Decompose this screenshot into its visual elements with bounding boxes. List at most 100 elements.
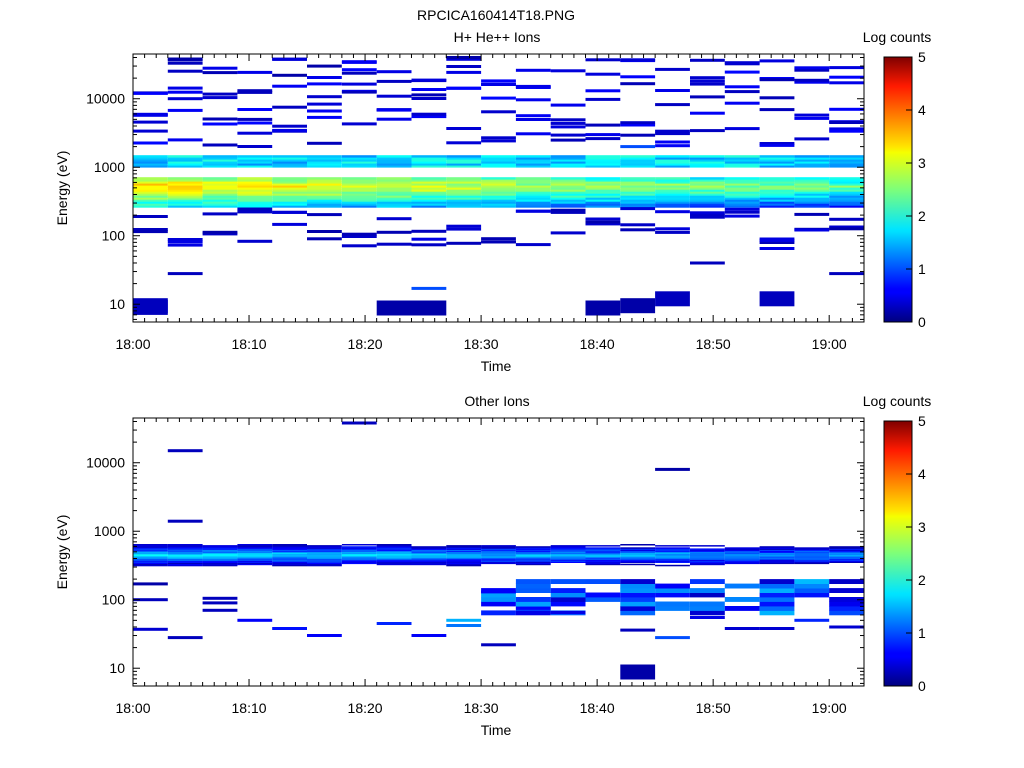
spectrogram-cell <box>794 183 830 186</box>
spectrogram-cell <box>411 553 447 556</box>
spectrogram-cell <box>794 157 830 160</box>
spectrogram-cell <box>515 549 551 551</box>
spectrogram-cell <box>690 195 725 198</box>
spectrogram-cell <box>829 205 864 208</box>
spectrogram-cell <box>133 560 168 562</box>
spectrogram-cell <box>133 553 168 556</box>
spectrogram-cell <box>515 560 551 562</box>
spectrogram-cell <box>237 549 273 551</box>
spectrogram-cell <box>620 558 656 560</box>
spectrogram-cell <box>655 199 690 202</box>
spectrogram-cell <box>272 560 307 562</box>
spectrogram-cell <box>481 110 516 114</box>
spectrogram-cell <box>446 195 482 198</box>
spectrogram-cell <box>829 227 864 231</box>
spectrogram-cell <box>759 203 795 206</box>
spectrogram-cell <box>133 549 168 551</box>
spectrogram-cell <box>133 191 168 194</box>
spectrogram-cell <box>133 163 168 166</box>
spectrogram-cell <box>307 193 342 196</box>
spectrogram-cell <box>620 187 656 190</box>
spectrogram-cell <box>759 201 795 204</box>
spectrogram-cell <box>481 139 516 143</box>
x-tick-label: 18:30 <box>464 336 499 352</box>
spectrogram-cell <box>376 548 412 550</box>
spectrogram-cell <box>202 212 238 216</box>
spectrogram-cell <box>620 177 656 180</box>
spectrogram-cell <box>307 559 342 561</box>
colorbar-tick-label: 5 <box>918 49 926 65</box>
spectrogram-cell <box>794 181 830 184</box>
spectrogram-cell <box>794 201 830 204</box>
spectrogram-cell <box>655 201 690 204</box>
spectrogram-cell <box>341 155 377 158</box>
spectrogram-cell <box>307 557 342 559</box>
spectrogram-cell <box>272 555 307 557</box>
spectrogram-cell <box>167 550 203 553</box>
spectrogram-cell <box>272 558 307 560</box>
spectrogram-cell <box>446 157 482 160</box>
spectrogram-cell <box>446 555 482 557</box>
spectrogram-cell <box>690 189 725 192</box>
spectrogram-cell <box>759 59 795 63</box>
spectrogram-cell <box>481 79 516 83</box>
spectrogram-cell <box>724 548 760 550</box>
spectrogram-cell <box>307 230 342 233</box>
spectrogram-cell <box>655 89 690 92</box>
spectrogram-cell <box>585 161 621 164</box>
y-axis: 10 100 1000 10000 <box>86 57 864 320</box>
spectrogram-cell <box>411 563 447 566</box>
spectrogram-cell <box>272 550 307 553</box>
colorbar-ticks: 0 1 2 3 4 5 <box>906 413 926 694</box>
x-tick-label: 18:40 <box>580 336 615 352</box>
spectrogram-cell <box>655 177 690 180</box>
spectrogram-cell <box>690 129 725 133</box>
spectrogram-cell <box>411 115 447 119</box>
spectrogram-cell <box>237 199 273 202</box>
spectrogram-cell <box>515 161 551 164</box>
spectrogram-cell <box>620 559 656 561</box>
spectrogram-cell <box>411 163 447 166</box>
spectrogram-cell <box>167 97 203 101</box>
spectrogram-cell <box>690 58 725 62</box>
spectrogram-cell <box>446 227 482 231</box>
spectrogram-cell <box>307 563 342 566</box>
spectrogram-cell <box>272 199 307 202</box>
spectrogram-cell <box>376 550 412 553</box>
spectrogram-cell <box>202 564 238 567</box>
spectrogram-cell <box>376 552 412 555</box>
spectrogram-cell <box>794 547 830 549</box>
spectrogram-cell <box>272 553 307 556</box>
spectrogram-cell <box>376 94 412 98</box>
spectrogram-cell <box>272 161 307 164</box>
spectrogram-cell <box>655 179 690 182</box>
spectrogram-cell <box>724 161 760 164</box>
spectrogram-cell <box>759 189 795 192</box>
spectrogram-cell <box>515 546 551 548</box>
spectrogram-cell <box>272 203 307 206</box>
spectrogram-cell <box>829 548 864 550</box>
spectrogram-cell <box>376 555 412 557</box>
spectrogram-cell <box>550 191 586 194</box>
spectrogram-cell <box>515 114 551 118</box>
spectrogram-cell <box>272 73 307 77</box>
spectrogram-cell <box>202 117 238 121</box>
spectrogram-cell <box>655 547 690 549</box>
spectrogram-cell <box>202 546 238 548</box>
spectrogram-cell <box>759 142 795 145</box>
spectrogram-cell <box>133 155 168 158</box>
spectrogram-cell <box>481 549 516 551</box>
spectrogram-cell <box>411 546 447 548</box>
spectrogram-cell <box>481 547 516 549</box>
spectrogram-cell <box>133 205 168 208</box>
spectrogram-cell <box>272 201 307 204</box>
spectrogram-cell <box>167 193 203 196</box>
spectrogram-cell <box>133 548 168 550</box>
spectrogram-cell <box>446 191 482 194</box>
spectrogram-cell <box>481 205 516 208</box>
spectrogram-cell <box>446 187 482 190</box>
spectrogram-cell <box>724 214 760 218</box>
spectrogram-cell <box>724 556 760 558</box>
spectrogram-cell <box>829 550 864 553</box>
spectrogram-cell <box>620 583 656 589</box>
